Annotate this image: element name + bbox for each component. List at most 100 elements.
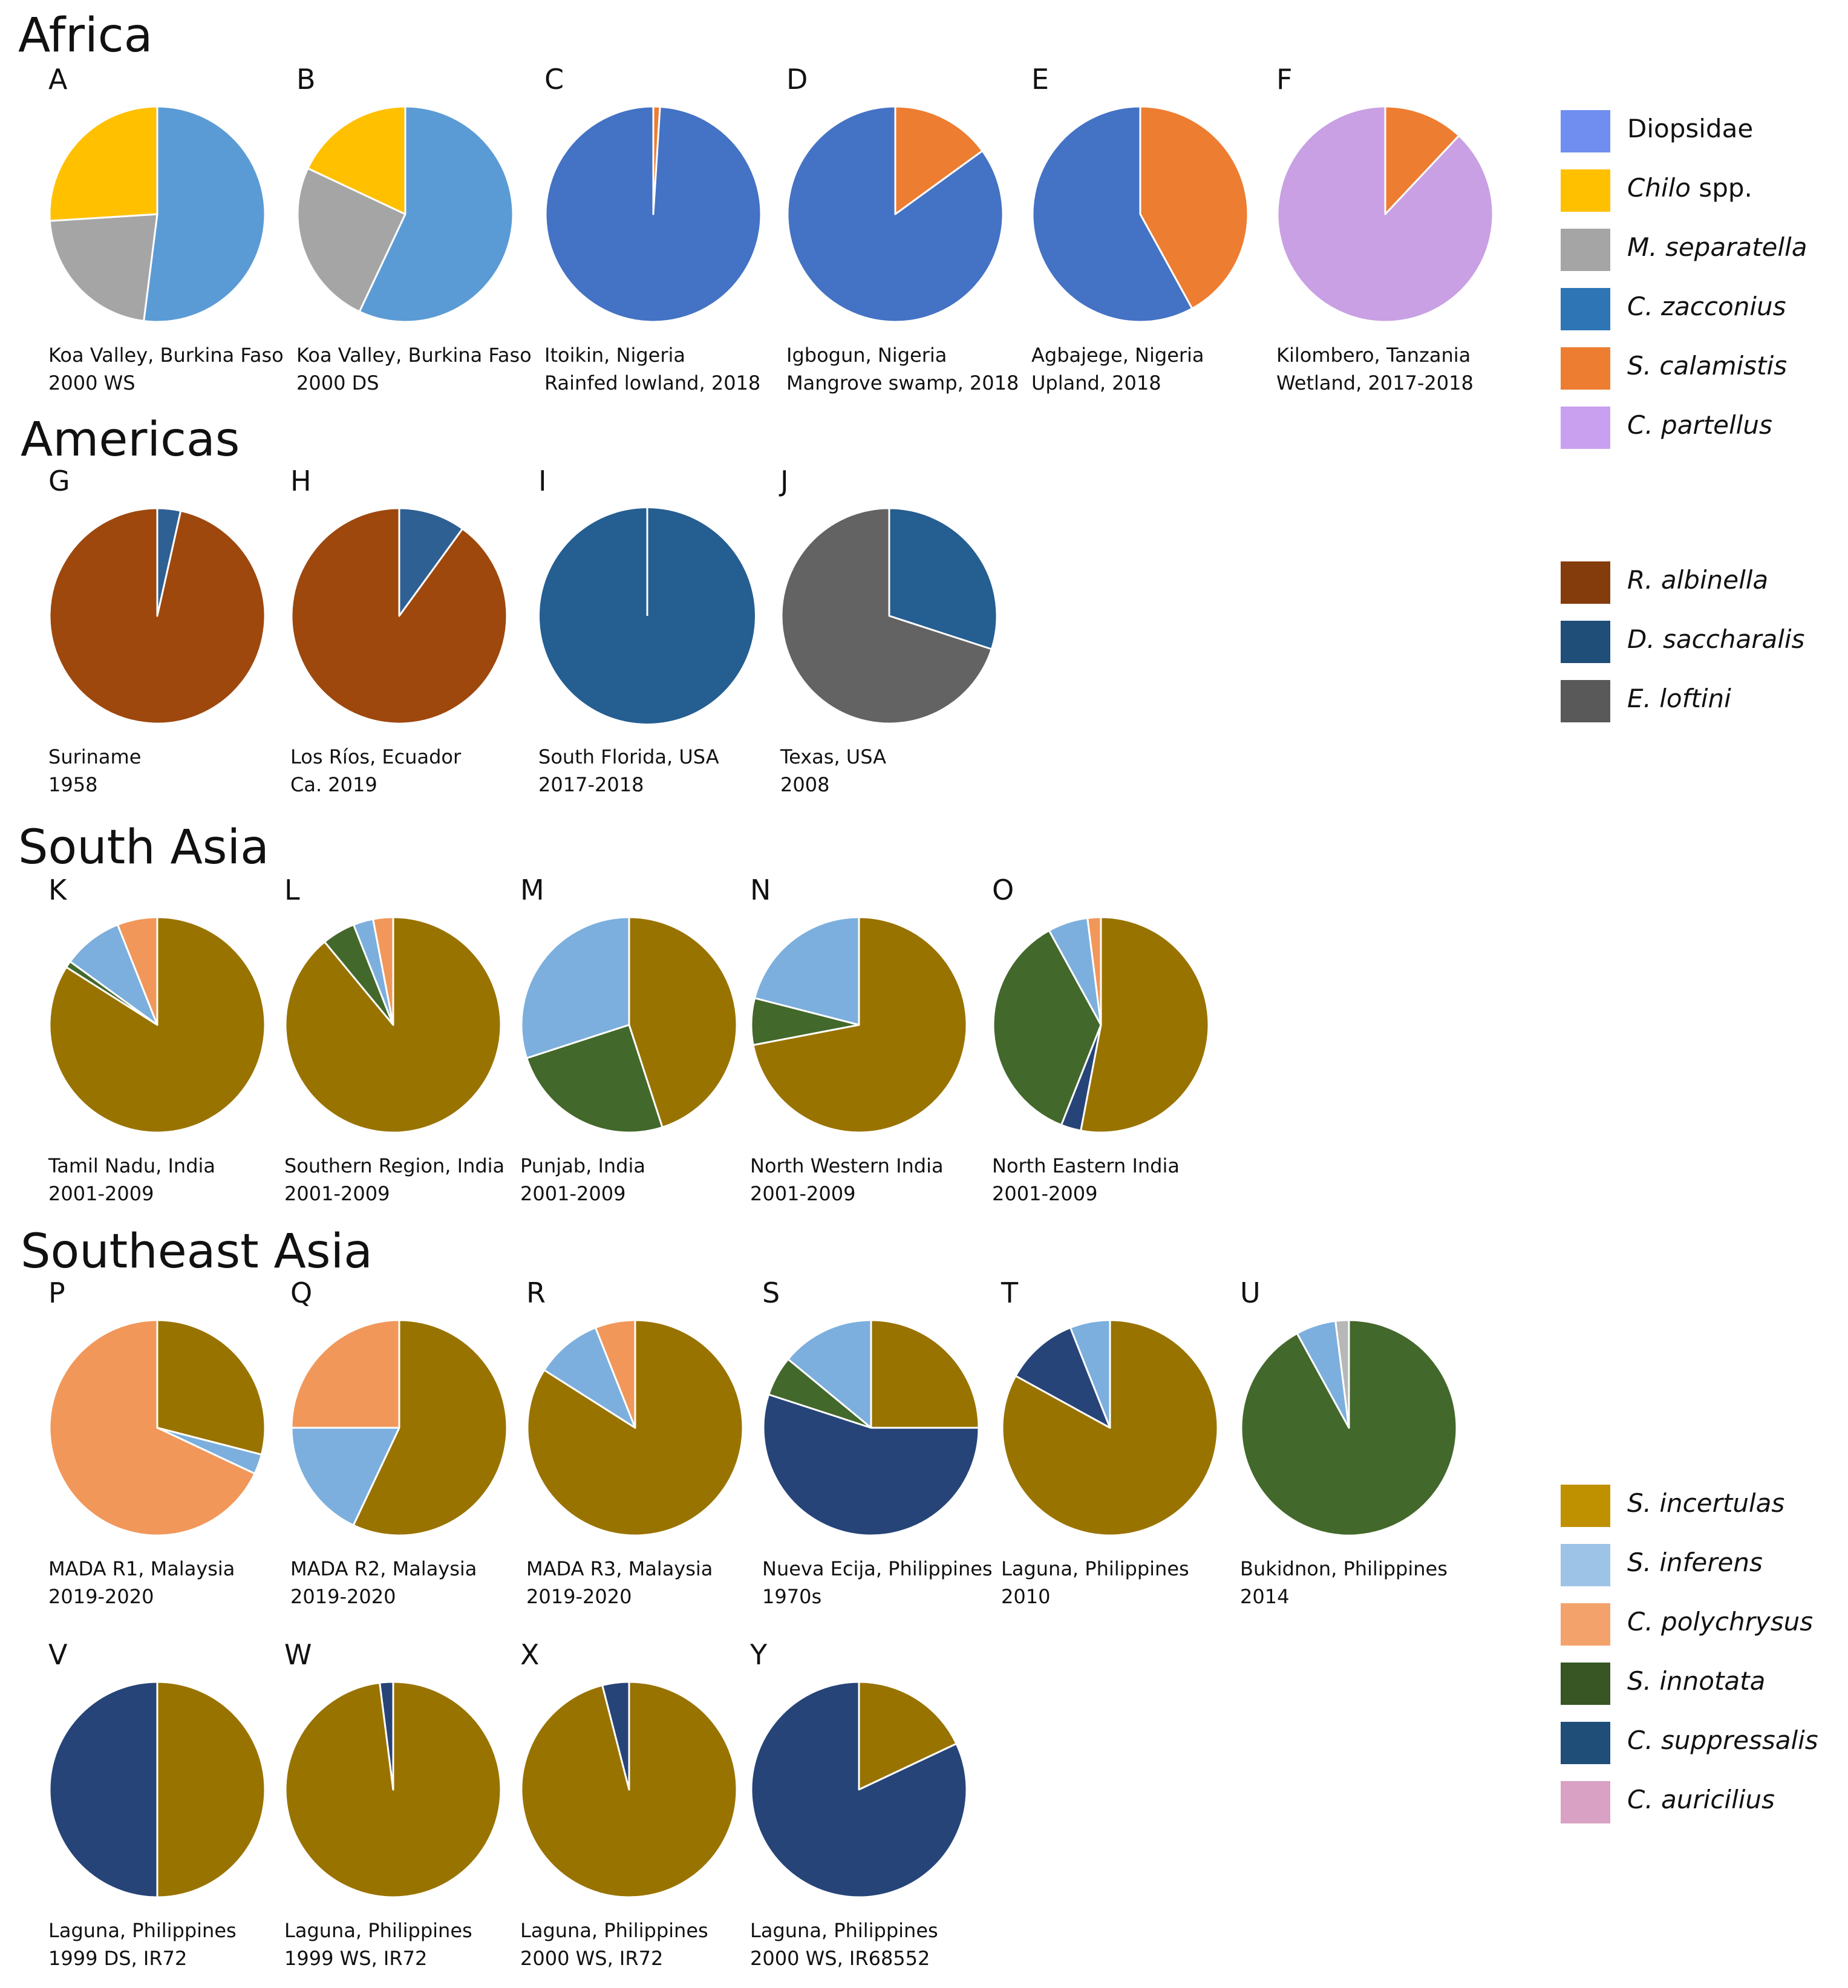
pie-chart bbox=[750, 916, 968, 1134]
pie-slice-chilo-spp- bbox=[307, 105, 406, 215]
panel-letter: D bbox=[786, 63, 808, 96]
pie-slice-s-incertulas bbox=[284, 1681, 502, 1898]
region-title-americas: Americas bbox=[21, 413, 240, 467]
pie-slice-s-calamistis bbox=[894, 105, 984, 215]
panel-letter: A bbox=[48, 63, 68, 96]
panel-caption: Texas, USA 2008 bbox=[780, 743, 886, 799]
caption-line: Southern Region, India bbox=[284, 1154, 505, 1177]
pie-chart bbox=[786, 105, 1004, 323]
pie-panel-n: N North Western India 2001-2009 bbox=[744, 874, 974, 1205]
pie-slice-s-incertulas bbox=[1001, 1319, 1219, 1537]
legend-label: D. saccharalis bbox=[1627, 624, 1804, 654]
pie-slice-s-incertulas bbox=[156, 1319, 266, 1456]
panel-caption: Suriname 1958 bbox=[48, 743, 141, 799]
legend-swatch bbox=[1561, 1781, 1610, 1823]
pie-slice-s-calamistis bbox=[1139, 105, 1249, 310]
panel-letter: G bbox=[48, 465, 70, 497]
pie-chart bbox=[1240, 1319, 1458, 1537]
pie-chart bbox=[284, 1681, 502, 1898]
pie-slice-c-suppressalis bbox=[1014, 1326, 1111, 1429]
panel-letter: B bbox=[296, 63, 316, 96]
caption-line: 2000 WS, IR68552 bbox=[750, 1947, 930, 1970]
pie-slice-c-suppressalis bbox=[750, 1681, 968, 1898]
pie-slice-s-incertulas bbox=[752, 916, 968, 1134]
pie-panel-x: X Laguna, Philippines 2000 WS, IR72 bbox=[514, 1638, 744, 1970]
caption-line: 2019-2020 bbox=[48, 1585, 154, 1608]
legend-label: C. polychrysus bbox=[1627, 1607, 1813, 1637]
pie-slice-c-suppressalis bbox=[48, 1681, 158, 1898]
caption-line: 2010 bbox=[1001, 1585, 1051, 1608]
legend-label: S. innotata bbox=[1627, 1666, 1765, 1696]
pie-slice-s-incertulas bbox=[1080, 916, 1210, 1134]
pie-panel-u: U Bukidnon, Philippines 2014 bbox=[1234, 1277, 1464, 1608]
legend-label: Diopsidae bbox=[1627, 114, 1753, 143]
legend-swatch bbox=[1561, 680, 1610, 722]
pie-slice-s-inferens bbox=[787, 1319, 872, 1429]
pie-panel-s: S Nueva Ecija, Philippines 1970s bbox=[756, 1277, 993, 1608]
pie-slice-s-incertulas bbox=[858, 1681, 958, 1791]
panel-caption: Nueva Ecija, Philippines 1970s bbox=[762, 1555, 993, 1610]
pie-slice-m-separatella bbox=[296, 167, 406, 313]
panel-letter: N bbox=[750, 874, 771, 906]
caption-line: 1970s bbox=[762, 1585, 822, 1608]
pie-slice-s-incertulas bbox=[284, 916, 502, 1134]
pie-panel-d: D Igbogun, Nigeria Mangrove swamp, 2018 bbox=[780, 63, 1019, 394]
panel-letter: R bbox=[526, 1277, 546, 1309]
pie-slice-s-incertulas bbox=[520, 1681, 738, 1898]
legend-label: Chilo spp. bbox=[1627, 173, 1752, 203]
pie-chart bbox=[1001, 1319, 1219, 1537]
caption-line: Laguna, Philippines bbox=[1001, 1557, 1189, 1580]
panel-letter: C bbox=[544, 63, 564, 96]
caption-line: Ca. 2019 bbox=[290, 773, 377, 796]
panel-letter: H bbox=[290, 465, 312, 497]
pie-chart bbox=[48, 105, 266, 323]
caption-line: 1958 bbox=[48, 773, 98, 796]
caption-line: Upland, 2018 bbox=[1031, 371, 1161, 394]
caption-line: Igbogun, Nigeria bbox=[786, 344, 947, 367]
legend-label-text: Diopsidae bbox=[1627, 114, 1754, 143]
caption-line: 2000 WS, IR72 bbox=[520, 1947, 664, 1970]
region-title-africa: Africa bbox=[18, 8, 153, 63]
pie-panel-i: I South Florida, USA 2017-2018 bbox=[532, 465, 762, 796]
caption-line: 2000 DS bbox=[296, 371, 379, 394]
legend-label-italic: M. separatella bbox=[1627, 232, 1807, 262]
caption-line: MADA R3, Malaysia bbox=[526, 1557, 713, 1580]
panel-caption: Koa Valley, Burkina Faso 2000 WS bbox=[48, 341, 284, 397]
legend-label-italic: R. albinella bbox=[1627, 565, 1769, 595]
panel-caption: Los Ríos, Ecuador Ca. 2019 bbox=[290, 743, 461, 799]
pie-chart bbox=[1276, 105, 1494, 323]
panel-caption: North Eastern India 2001-2009 bbox=[992, 1152, 1180, 1208]
legend-swatch bbox=[1561, 1722, 1610, 1764]
caption-line: Laguna, Philippines bbox=[284, 1919, 472, 1942]
legend-label: R. albinella bbox=[1627, 565, 1768, 595]
panel-letter: T bbox=[1001, 1277, 1019, 1309]
caption-line: 2014 bbox=[1240, 1585, 1290, 1608]
pie-panel-j: J Texas, USA 2008 bbox=[774, 465, 1004, 796]
panel-letter: U bbox=[1240, 1277, 1261, 1309]
panel-letter: L bbox=[284, 874, 300, 906]
panel-letter: O bbox=[992, 874, 1014, 906]
pie-chart bbox=[1031, 105, 1249, 323]
pie-panel-k: K Tamil Nadu, India 2001-2009 bbox=[42, 874, 272, 1205]
caption-line: 1999 WS, IR72 bbox=[284, 1947, 428, 1970]
pie-panel-l: L Southern Region, India 2001-2009 bbox=[278, 874, 508, 1205]
pie-slice-d-saccharalis bbox=[398, 507, 464, 617]
pie-chart bbox=[290, 507, 508, 725]
pie-chart bbox=[762, 1319, 980, 1537]
panel-letter: W bbox=[284, 1638, 312, 1671]
pie-chart bbox=[540, 508, 755, 724]
caption-line: Laguna, Philippines bbox=[48, 1919, 237, 1942]
pie-slice-c-polychrysus bbox=[48, 1319, 256, 1537]
legend-label-italic: C. polychrysus bbox=[1627, 1607, 1814, 1637]
caption-line: Nueva Ecija, Philippines bbox=[762, 1557, 993, 1580]
pie-chart bbox=[48, 1319, 266, 1537]
pie-panel-b: B Koa Valley, Burkina Faso 2000 DS bbox=[290, 63, 532, 394]
legend-label: E. loftini bbox=[1627, 684, 1731, 713]
pie-slice-s-incertulas bbox=[156, 1681, 266, 1898]
caption-line: Texas, USA bbox=[780, 745, 887, 768]
caption-line: Rainfed lowland, 2018 bbox=[544, 371, 761, 394]
pie-slice-d-saccharalis bbox=[888, 507, 998, 650]
panel-caption: Bukidnon, Philippines 2014 bbox=[1240, 1555, 1448, 1610]
pie-chart bbox=[290, 1319, 508, 1537]
pie-panel-w: W Laguna, Philippines 1999 WS, IR72 bbox=[278, 1638, 508, 1970]
